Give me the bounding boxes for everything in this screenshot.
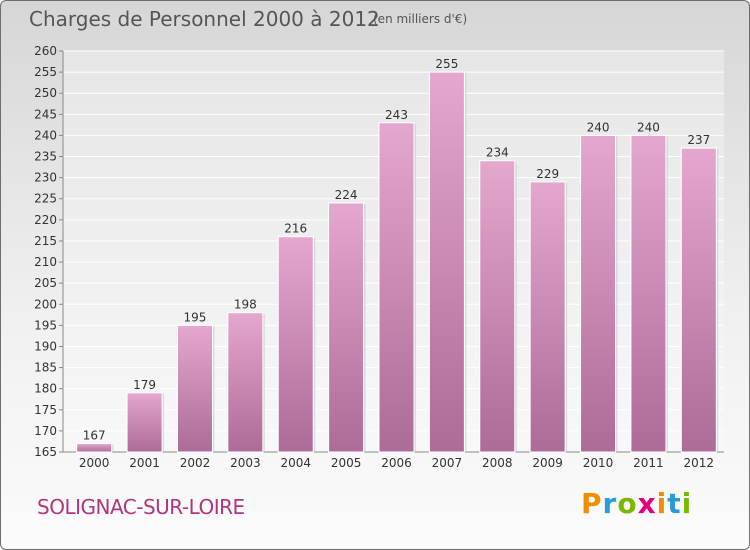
x-tick-label: 2010 [583, 456, 614, 470]
logo-letter: o [617, 487, 638, 520]
x-tick-label: 2008 [482, 456, 513, 470]
y-tick-label: 170 [34, 424, 57, 438]
y-tick-label: 245 [34, 107, 57, 121]
logo-letter: i [656, 487, 668, 520]
bar-2008 [479, 160, 516, 453]
y-tick-label: 260 [34, 44, 57, 58]
data-label: 224 [335, 188, 358, 202]
y-tick-label: 225 [34, 192, 57, 206]
data-label: 216 [284, 222, 307, 236]
x-tick-label: 2009 [532, 456, 563, 470]
chart-title: Charges de Personnel 2000 à 2012 [29, 7, 380, 31]
y-tick-label: 175 [34, 403, 57, 417]
bar-2005 [328, 202, 365, 453]
y-tick-label: 215 [34, 234, 57, 248]
logo-letter: P [581, 487, 603, 520]
data-label: 255 [435, 57, 458, 71]
x-tick-label: 2007 [432, 456, 463, 470]
y-tick-label: 255 [34, 65, 57, 79]
bar-2007 [428, 71, 465, 453]
y-tick-label: 195 [34, 318, 57, 332]
x-tick-label: 2005 [331, 456, 362, 470]
y-tick-label: 240 [34, 128, 57, 142]
x-tick-label: 2002 [180, 456, 211, 470]
y-tick-label: 190 [34, 339, 57, 353]
y-tick-label: 250 [34, 86, 57, 100]
data-label: 167 [83, 429, 106, 443]
data-label: 229 [536, 167, 559, 181]
logo-letter: x [637, 487, 657, 520]
bar-2010 [580, 134, 617, 453]
proxiti-logo: Proxiti [581, 487, 692, 520]
y-tick-label: 205 [34, 276, 57, 290]
data-label: 240 [587, 120, 610, 134]
y-tick-label: 210 [34, 255, 57, 269]
x-tick-label: 2004 [280, 456, 311, 470]
data-label: 234 [486, 146, 509, 160]
data-label: 195 [184, 310, 207, 324]
x-tick-label: 2006 [381, 456, 412, 470]
x-tick-label: 2011 [633, 456, 664, 470]
logo-letter: r [602, 487, 618, 520]
x-tick-label: 2000 [79, 456, 110, 470]
y-tick-label: 180 [34, 382, 57, 396]
data-label: 240 [637, 120, 660, 134]
bar-2004 [277, 236, 314, 453]
bar-2000 [76, 443, 113, 453]
y-tick-label: 200 [34, 297, 57, 311]
data-label: 237 [687, 133, 710, 147]
y-tick-label: 235 [34, 150, 57, 164]
bar-2003 [227, 312, 264, 453]
bar-2006 [378, 122, 415, 453]
bar-2011 [630, 134, 667, 453]
bar-2009 [529, 181, 566, 453]
city-name: SOLIGNAC-SUR-LOIRE [37, 495, 245, 519]
data-label: 179 [133, 378, 156, 392]
bar-2012 [680, 147, 717, 453]
logo-letter: t [667, 487, 682, 520]
logo-letter: i [681, 487, 693, 520]
bar-2001 [126, 392, 163, 453]
bar-2002 [176, 324, 213, 453]
y-tick-label: 165 [34, 445, 57, 459]
x-tick-label: 2001 [129, 456, 160, 470]
chart-unit: (en milliers d'€) [373, 12, 468, 26]
x-tick-label: 2003 [230, 456, 261, 470]
data-label: 243 [385, 108, 408, 122]
x-tick-label: 2012 [684, 456, 715, 470]
y-tick-label: 220 [34, 213, 57, 227]
y-tick-label: 185 [34, 361, 57, 375]
y-tick-label: 230 [34, 171, 57, 185]
data-label: 198 [234, 298, 257, 312]
